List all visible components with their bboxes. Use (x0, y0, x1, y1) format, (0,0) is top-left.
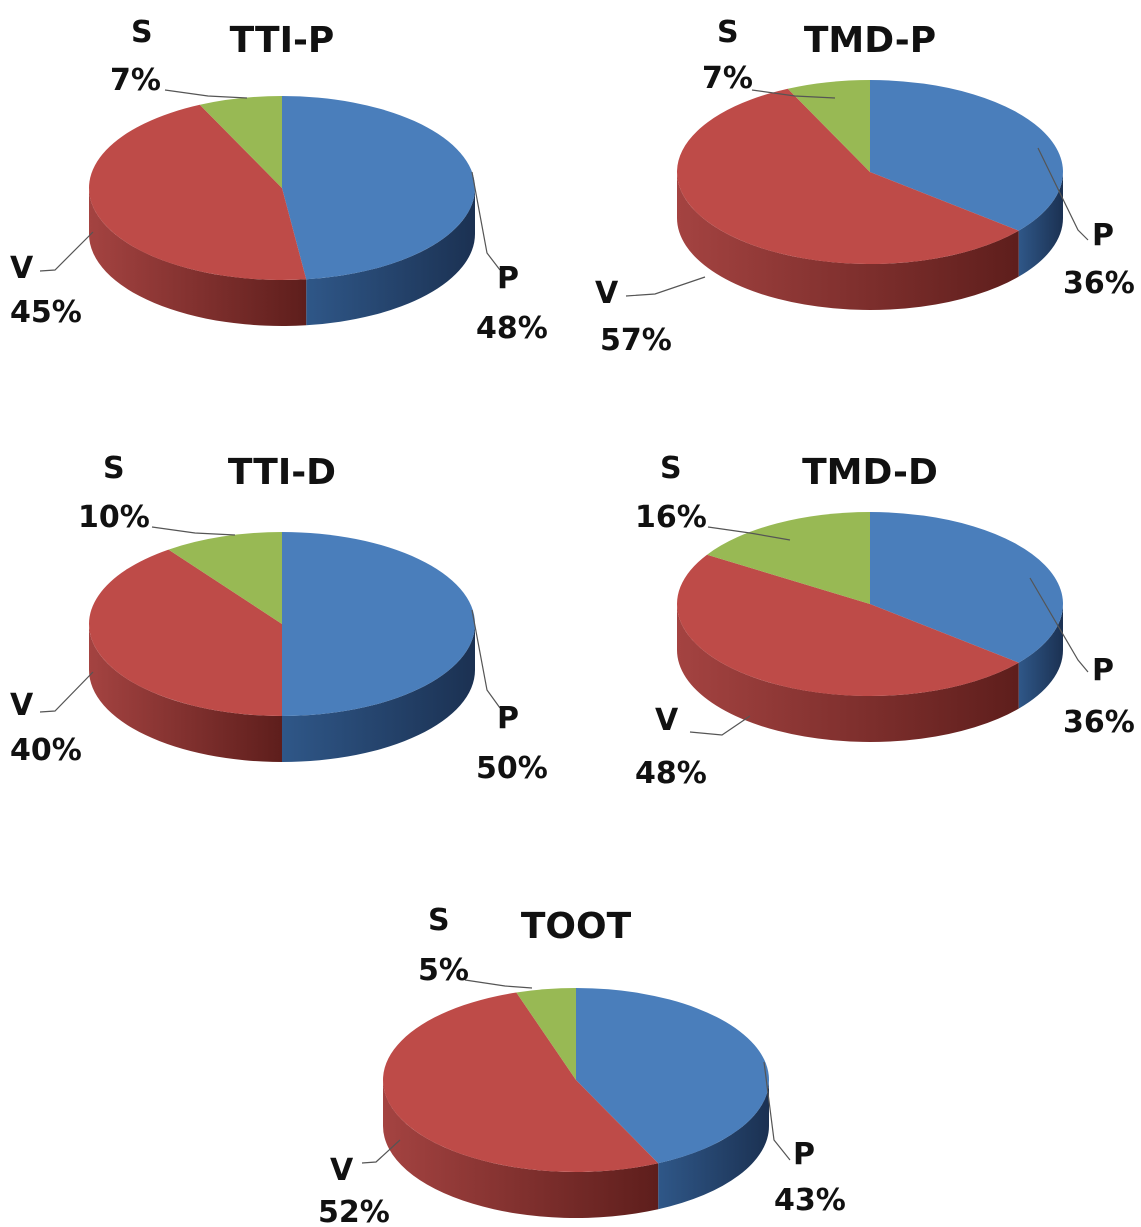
slice-label-s: S (103, 451, 125, 486)
pie-slice-p (282, 532, 475, 716)
chart-title: TTI-P (230, 20, 335, 61)
pie-chart-tti-d: TTI-D S 10% P 50% V 40% (10, 451, 548, 786)
pie-slice-v (382, 992, 659, 1173)
leader-line-s (751, 89, 836, 99)
pie-slice-s (168, 532, 282, 624)
pie-slices (676, 512, 1063, 742)
slice-value-p: 50% (476, 751, 548, 786)
slice-value-v: 52% (318, 1195, 390, 1227)
pie-slices (88, 532, 475, 762)
slice-value-s: 10% (78, 500, 150, 535)
chart-title: TTI-D (228, 452, 336, 493)
slice-label-p: P (497, 701, 519, 736)
pie-slices (88, 96, 476, 326)
pie-slice-v (676, 554, 1019, 696)
pie-slice-s (787, 80, 870, 172)
pie-slice-s (707, 512, 870, 604)
slice-value-s: 7% (110, 63, 161, 98)
slice-label-s: S (717, 15, 739, 50)
pie-chart-toot: TOOT S 5% P 43% V 52% (318, 903, 846, 1227)
slice-label-v: V (10, 688, 34, 723)
pie-slice-p (576, 988, 769, 1164)
slice-value-v: 48% (635, 756, 707, 791)
slice-label-v: V (595, 276, 619, 311)
pie-slice-v (676, 88, 1019, 265)
pie-slice-s (199, 96, 282, 188)
pie-slice-s (516, 988, 576, 1080)
leader-line-s (164, 89, 248, 99)
leader-line-v (39, 671, 94, 713)
chart-title: TOOT (521, 906, 632, 947)
leader-line-v (689, 715, 751, 736)
leader-line-s (464, 979, 533, 989)
slice-label-s: S (428, 903, 450, 938)
pie-side-v (89, 188, 307, 326)
slice-value-v: 40% (10, 733, 82, 768)
slice-label-v: V (10, 251, 34, 286)
slice-value-p: 36% (1063, 266, 1135, 301)
slice-label-p: P (497, 261, 519, 296)
pie-slices (382, 988, 769, 1218)
pie-side-v (677, 604, 1019, 742)
pie-side-p (658, 1080, 769, 1210)
pie-chart-tti-p: TTI-P S 7% P 48% V 45% (10, 15, 548, 346)
pie-slice-v (88, 104, 307, 281)
pie-slices (676, 80, 1063, 310)
leader-line-p (1029, 577, 1089, 673)
pie-slice-p (870, 80, 1063, 231)
slice-value-s: 5% (418, 953, 469, 988)
pie-side-p (282, 624, 475, 762)
slice-value-v: 45% (10, 295, 82, 330)
slice-value-s: 7% (702, 61, 753, 96)
leader-line-s (151, 526, 236, 536)
pie-chart-tmd-d: TMD-D S 16% P 36% V 48% (635, 451, 1135, 791)
leader-line-p (763, 1061, 791, 1161)
pie-slice-p (870, 512, 1063, 663)
pie-side-v (89, 624, 282, 762)
slice-label-p: P (1092, 653, 1114, 688)
chart-title: TMD-P (804, 20, 936, 61)
pie-side-v (677, 172, 1019, 310)
pie-side-p (306, 188, 475, 326)
slice-value-p: 48% (476, 311, 548, 346)
pie-side-p (1018, 172, 1063, 277)
pie-slice-v (88, 549, 282, 716)
leader-line-p (1037, 147, 1089, 241)
pie-side-v (383, 1080, 659, 1218)
pie-chart-tmd-p: TMD-P S 7% P 36% V 57% (595, 15, 1135, 358)
leader-line-p (471, 609, 501, 709)
slice-value-s: 16% (635, 500, 707, 535)
slice-label-s: S (660, 451, 682, 486)
chart-title: TMD-D (802, 452, 938, 493)
slice-value-v: 57% (600, 323, 672, 358)
leader-line-v (39, 231, 94, 272)
leader-line-v (625, 276, 706, 297)
slice-label-s: S (131, 15, 153, 50)
slice-value-p: 36% (1063, 705, 1135, 740)
leader-line-v (361, 1139, 401, 1164)
leader-line-p (471, 171, 501, 271)
slice-label-p: P (1092, 218, 1114, 253)
leader-line-s (707, 526, 791, 541)
pie-side-p (1018, 604, 1063, 709)
pie-slice-p (282, 96, 476, 280)
slice-label-p: P (793, 1137, 815, 1172)
slice-label-v: V (655, 703, 679, 738)
slice-label-v: V (330, 1153, 354, 1188)
slice-value-p: 43% (774, 1183, 846, 1218)
